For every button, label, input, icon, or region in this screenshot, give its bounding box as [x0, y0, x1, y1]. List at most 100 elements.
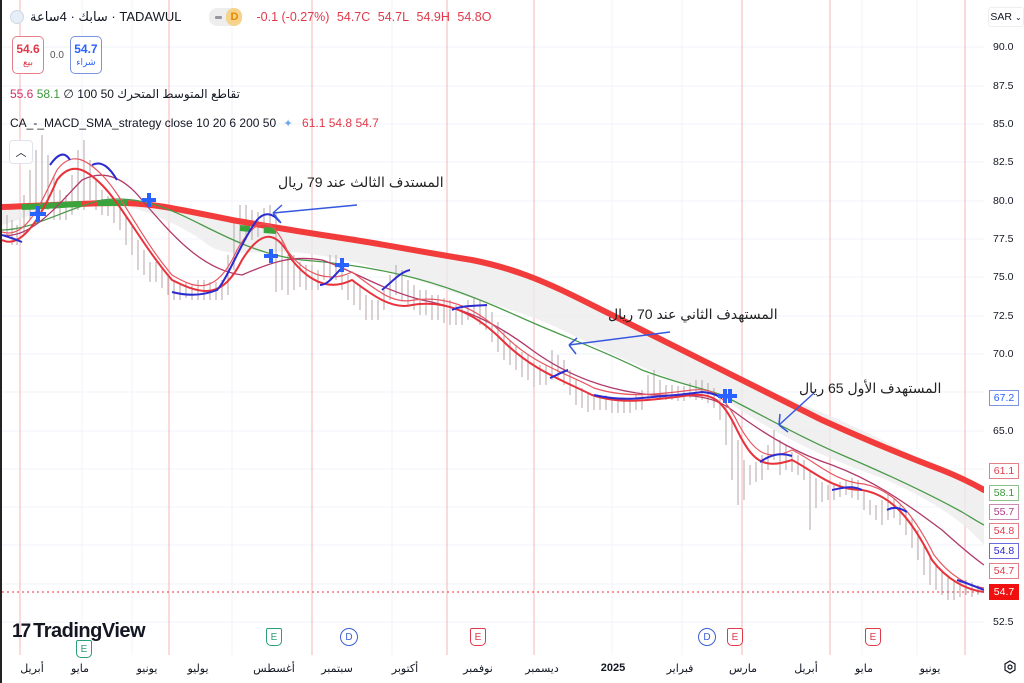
chevron-down-icon: ⌄ — [1014, 12, 1022, 22]
price-tick: 52.5 — [993, 616, 1014, 628]
sell-price: 54.6 — [16, 42, 40, 56]
grid-vertical — [81, 0, 918, 655]
annotation-target-2[interactable]: المستهدف الثاني عند 70 ريال — [608, 306, 778, 322]
source-icon: ∅ — [63, 87, 74, 101]
price-tick: 65.0 — [993, 425, 1014, 437]
indicator-value-green: 58.1 — [36, 87, 61, 101]
minus-icon — [215, 15, 223, 19]
earnings-event-marker[interactable]: E — [727, 628, 743, 646]
time-label: أغسطس — [253, 663, 295, 675]
sell-label: بيع — [22, 57, 33, 67]
price-chart-svg[interactable] — [2, 0, 984, 655]
open-value: 54.8O — [457, 10, 492, 24]
tradingview-wordmark: TradingView — [33, 620, 146, 642]
symbol-logo-icon — [10, 10, 24, 24]
time-label: يونيو — [919, 663, 941, 675]
grid-horizontal — [2, 46, 984, 623]
price-tick: 90.0 — [993, 41, 1014, 53]
time-label: أكتوبر — [391, 663, 419, 675]
currency-selector[interactable]: SAR ⌄ — [988, 7, 1024, 27]
price-tick: 70.0 — [993, 348, 1014, 360]
price-tag-blue: 67.2 — [989, 390, 1019, 406]
tradingview-mark-icon: 17 — [12, 620, 31, 642]
change-value: -0.1 (-0.27%) — [256, 10, 330, 24]
high-value: 54.9H — [416, 10, 450, 24]
buy-button[interactable]: 54.7 شراء — [69, 36, 102, 74]
price-tick: 87.5 — [993, 80, 1014, 92]
price-tag-sma50: 58.1 — [989, 485, 1019, 501]
ma-fast-red — [2, 167, 984, 593]
price-tick: 75.0 — [993, 271, 1014, 283]
symbol-title[interactable]: سابك · 4ساعة · TADAWUL — [30, 9, 182, 24]
earnings-event-marker[interactable]: E — [76, 640, 92, 658]
spread-value: 0.0 — [50, 49, 64, 61]
time-label: يونيو — [136, 663, 158, 675]
price-tag-red-2: 54.7 — [989, 563, 1019, 579]
price-tick: 77.5 — [993, 233, 1014, 245]
annotation-target-1[interactable]: المستهدف الأول 65 ريال — [799, 380, 942, 396]
indicator-params: 50 100 — [77, 87, 114, 101]
time-label: أبريل — [794, 663, 818, 675]
indicator-value-1: 61.1 — [302, 116, 326, 130]
buy-price: 54.7 — [74, 42, 98, 56]
price-tag-red: 54.8 — [989, 523, 1019, 539]
last-price-tag: 54.7 — [989, 584, 1019, 600]
annotation-arrows — [272, 204, 815, 433]
ma-fast-red-2 — [2, 158, 984, 589]
time-label: مارس — [729, 663, 757, 675]
time-label: فبراير — [666, 663, 694, 675]
time-label: يوليو — [187, 663, 209, 675]
axis-settings-icon[interactable] — [1003, 660, 1017, 674]
ma-slow-purple — [2, 174, 984, 566]
symbol-legend: سابك · 4ساعة · TADAWUL D -0.1 (-0.27%) 5… — [10, 8, 495, 26]
price-tag-sma200: 61.1 — [989, 463, 1019, 479]
price-tag-macd: 54.8 — [989, 543, 1019, 559]
earnings-event-marker[interactable]: E — [865, 628, 881, 646]
indicator-value-magenta: 55.6 — [10, 87, 34, 101]
time-label: أبريل — [20, 663, 44, 675]
low-value: 54.7L — [377, 10, 410, 24]
price-tick: 80.0 — [993, 195, 1014, 207]
dividend-event-marker[interactable]: D — [340, 628, 358, 646]
buy-label: شراء — [76, 57, 96, 67]
collapse-legend-button[interactable]: ︿ — [9, 140, 33, 164]
currency-label: SAR — [990, 11, 1012, 23]
sparkle-icon: ✦ — [283, 118, 293, 130]
indicator-value-3: 54.7 — [355, 116, 379, 130]
ohlc-values: -0.1 (-0.27%) 54.7C 54.7L 54.9H 54.8O — [256, 10, 495, 24]
signal-markers — [30, 193, 737, 403]
macd-blue-segments — [2, 153, 984, 591]
session-separators — [19, 0, 966, 655]
tradingview-logo[interactable]: 17 TradingView — [12, 620, 146, 643]
interval-badge: D — [226, 8, 243, 26]
price-tag-purple: 55.7 — [989, 504, 1019, 520]
indicator-ma-cross[interactable]: تقاطع المتوسط المتحرك 50 100 ∅ 58.1 55.6 — [10, 87, 240, 101]
time-label: سبتمبر — [321, 663, 353, 675]
sma200-line — [2, 199, 984, 493]
price-tick: 72.5 — [993, 310, 1014, 322]
indicator-macd-strategy[interactable]: CA_-_MACD_SMA_strategy close 10 20 6 200… — [10, 116, 379, 130]
chart-pane[interactable]: سابك · 4ساعة · TADAWUL D -0.1 (-0.27%) 5… — [2, 0, 984, 658]
earnings-event-marker[interactable]: E — [470, 628, 486, 646]
candles-noise — [6, 135, 979, 600]
earnings-event-marker[interactable]: E — [266, 628, 282, 646]
indicator-name: CA_-_MACD_SMA_strategy close 10 20 6 200… — [10, 116, 277, 130]
time-label: مايو — [855, 663, 873, 675]
price-tick: 82.5 — [993, 156, 1014, 168]
ma-band-fill — [2, 200, 984, 545]
time-label: ديسمبر — [525, 663, 559, 675]
chevron-up-icon: ︿ — [15, 147, 27, 159]
dividend-event-marker[interactable]: D — [698, 628, 716, 646]
close-value: 54.7C — [336, 10, 371, 24]
time-label: مايو — [71, 663, 89, 675]
annotation-target-3[interactable]: المستدف الثالث عند 79 ريال — [278, 174, 444, 190]
market-status-pill[interactable]: D — [209, 8, 243, 26]
sma50-line — [2, 198, 984, 526]
indicator-name: تقاطع المتوسط المتحرك — [117, 87, 240, 101]
sell-button[interactable]: 54.6 بيع — [12, 36, 44, 74]
indicator-value-2: 54.8 — [328, 116, 353, 130]
price-tick: 85.0 — [993, 118, 1014, 130]
time-label-year: 2025 — [600, 662, 626, 674]
time-label: نوفمبر — [463, 663, 493, 675]
